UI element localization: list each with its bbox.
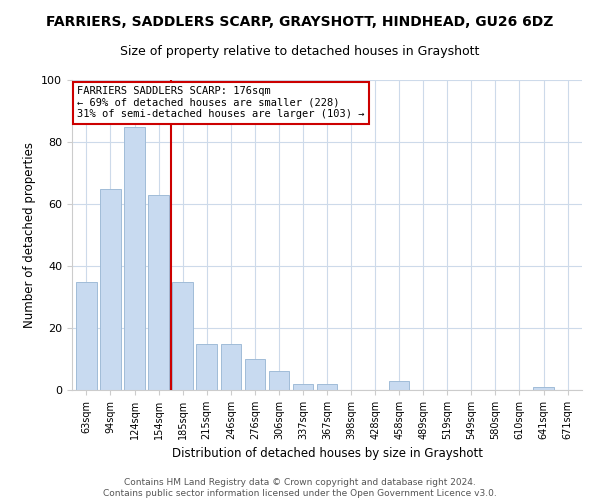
Y-axis label: Number of detached properties: Number of detached properties xyxy=(23,142,36,328)
Bar xyxy=(148,194,169,390)
Bar xyxy=(100,188,121,390)
Bar xyxy=(76,282,97,390)
X-axis label: Distribution of detached houses by size in Grayshott: Distribution of detached houses by size … xyxy=(172,448,482,460)
Bar xyxy=(533,387,554,390)
Bar xyxy=(317,384,337,390)
Bar xyxy=(245,359,265,390)
Text: FARRIERS SADDLERS SCARP: 176sqm
← 69% of detached houses are smaller (228)
31% o: FARRIERS SADDLERS SCARP: 176sqm ← 69% of… xyxy=(77,86,365,120)
Bar xyxy=(172,282,193,390)
Text: Contains HM Land Registry data © Crown copyright and database right 2024.
Contai: Contains HM Land Registry data © Crown c… xyxy=(103,478,497,498)
Bar xyxy=(269,372,289,390)
Bar xyxy=(196,344,217,390)
Bar xyxy=(389,380,409,390)
Text: FARRIERS, SADDLERS SCARP, GRAYSHOTT, HINDHEAD, GU26 6DZ: FARRIERS, SADDLERS SCARP, GRAYSHOTT, HIN… xyxy=(46,15,554,29)
Text: Size of property relative to detached houses in Grayshott: Size of property relative to detached ho… xyxy=(121,45,479,58)
Bar xyxy=(293,384,313,390)
Bar xyxy=(124,126,145,390)
Bar xyxy=(221,344,241,390)
